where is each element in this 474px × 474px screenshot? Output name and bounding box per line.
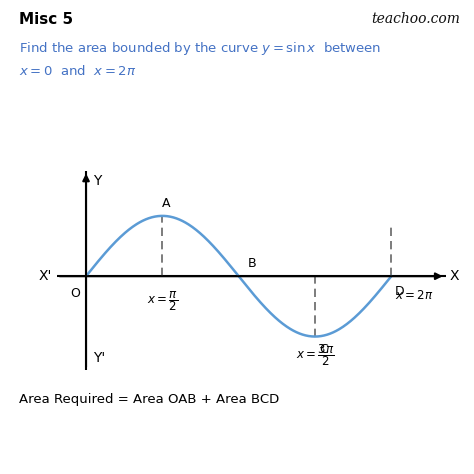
Text: A: A <box>162 197 171 210</box>
Text: Find the area bounded by the curve $y = \sin x$  between: Find the area bounded by the curve $y = … <box>19 40 381 57</box>
Text: $x = \dfrac{\pi}{2}$: $x = \dfrac{\pi}{2}$ <box>147 290 178 313</box>
Text: C: C <box>319 343 328 356</box>
Text: teachoo.com: teachoo.com <box>371 12 460 26</box>
Text: O: O <box>70 287 80 300</box>
Text: $x = 2\pi$: $x = 2\pi$ <box>395 290 434 302</box>
Text: $x = 0$  and  $x = 2\pi$: $x = 0$ and $x = 2\pi$ <box>19 64 137 78</box>
Text: $x = \dfrac{3\pi}{2}$: $x = \dfrac{3\pi}{2}$ <box>296 343 334 368</box>
Text: D: D <box>395 285 405 298</box>
Text: X': X' <box>39 269 52 283</box>
Text: Misc 5: Misc 5 <box>19 12 73 27</box>
Text: Area Required = Area OAB + Area BCD: Area Required = Area OAB + Area BCD <box>19 393 279 406</box>
Text: B: B <box>247 257 256 270</box>
Text: X: X <box>449 269 459 283</box>
Text: Y: Y <box>93 173 102 188</box>
Text: Y': Y' <box>93 351 106 365</box>
